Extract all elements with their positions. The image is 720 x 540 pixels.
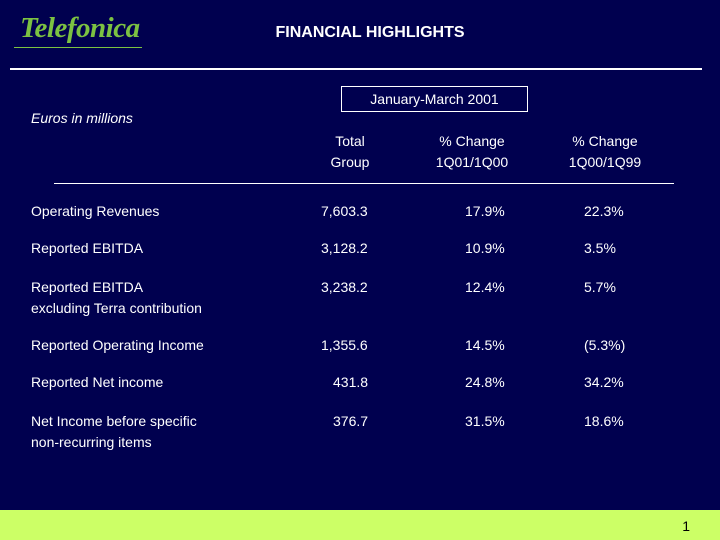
row-label-line: Reported Operating Income (31, 337, 204, 353)
column-header-total-group: Total Group (318, 131, 382, 173)
cell-change-1q01: 31.5% (465, 413, 505, 429)
title-divider (10, 68, 702, 70)
row-label: Reported EBITDA (31, 238, 143, 259)
cell-total-group: 431.8 (333, 374, 369, 390)
row-label-line: Reported EBITDA (31, 279, 144, 295)
row-label-line: Operating Revenues (31, 203, 160, 219)
column-header-line: Total (335, 133, 365, 149)
column-header-line: 1Q00/1Q99 (568, 154, 642, 170)
period-box: January-March 2001 (341, 86, 528, 112)
cell-total-group: 1,355.6 (321, 337, 368, 353)
cell-change-1q00: 18.6% (584, 413, 624, 429)
row-label-line: non-recurring items (31, 434, 152, 450)
cell-total-group: 3,128.2 (321, 240, 368, 256)
cell-change-1q01: 10.9% (465, 240, 505, 256)
telefonica-logo: Telefonica (20, 12, 140, 44)
cell-change-1q01: 24.8% (465, 374, 505, 390)
footer-band: 1 (0, 510, 720, 540)
units-label: Euros in millions (31, 110, 133, 126)
row-label-line: excluding Terra contribution (31, 300, 202, 316)
row-label: Reported Net income (31, 372, 163, 393)
logo-underline (14, 47, 142, 48)
cell-total-group: 7,603.3 (321, 203, 368, 219)
page-number: 1 (682, 518, 690, 534)
column-header-line: % Change (572, 133, 638, 149)
cell-change-1q00: 22.3% (584, 203, 624, 219)
column-header-change-1q01: % Change 1Q01/1Q00 (424, 131, 520, 173)
slide-title: FINANCIAL HIGHLIGHTS (275, 24, 465, 41)
row-label: Reported EBITDA excluding Terra contribu… (31, 277, 202, 319)
column-header-line: Group (330, 154, 370, 170)
row-label: Reported Operating Income (31, 335, 204, 356)
cell-change-1q00: 34.2% (584, 374, 624, 390)
row-label-line: Reported Net income (31, 374, 164, 390)
header-divider (54, 183, 674, 184)
row-label: Net Income before specific non-recurring… (31, 411, 197, 453)
column-header-line: % Change (439, 133, 505, 149)
row-label-line: Reported EBITDA (31, 240, 144, 256)
cell-change-1q01: 12.4% (465, 279, 505, 295)
cell-change-1q00: 5.7% (584, 279, 616, 295)
cell-change-1q00: 3.5% (584, 240, 616, 256)
cell-change-1q01: 17.9% (465, 203, 505, 219)
row-label-line: Net Income before specific (31, 413, 197, 429)
column-header-change-1q00: % Change 1Q00/1Q99 (557, 131, 653, 173)
cell-change-1q00: (5.3%) (584, 337, 626, 353)
cell-change-1q01: 14.5% (465, 337, 505, 353)
column-header-line: 1Q01/1Q00 (435, 154, 509, 170)
cell-total-group: 376.7 (333, 413, 369, 429)
cell-total-group: 3,238.2 (321, 279, 368, 295)
row-label: Operating Revenues (31, 201, 159, 222)
